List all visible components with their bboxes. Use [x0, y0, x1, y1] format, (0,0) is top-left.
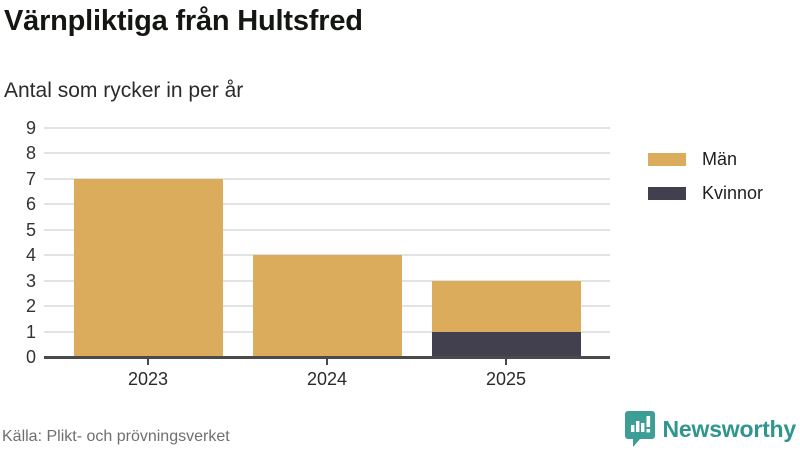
y-tick-label-6: 6	[25, 194, 36, 215]
source-attribution: Källa: Plikt- och prövningsverket	[2, 428, 230, 445]
x-tick-2023	[147, 359, 149, 365]
bar-män-2025	[431, 280, 581, 332]
x-tick-label-2024: 2024	[306, 369, 348, 389]
y-tick-label-5: 5	[25, 219, 36, 240]
gridline-y9	[44, 127, 610, 129]
x-axis-line	[44, 356, 610, 359]
y-tick-label-2: 2	[25, 296, 36, 317]
gridline-y7	[44, 177, 610, 180]
legend-item-kvinnor: Kvinnor	[648, 183, 763, 204]
chart-subtitle: Antal som rycker in per år	[4, 79, 244, 102]
y-tick-label-8: 8	[25, 143, 36, 164]
y-tick-label-0: 0	[25, 347, 36, 367]
y-tick-label-7: 7	[25, 168, 36, 189]
gridline-y8	[44, 152, 610, 155]
chart-title: Värnpliktiga från Hultsfred	[4, 5, 363, 37]
brand-name: Newsworthy	[662, 415, 797, 442]
newsworthy-chart-bubble-icon	[624, 411, 655, 447]
y-tick-label-9: 9	[25, 118, 36, 138]
legend-label-man: Män	[702, 149, 738, 169]
y-tick-label-1: 1	[25, 321, 36, 342]
legend: Män Kvinnor	[648, 149, 763, 217]
brand-logo: Newsworthy	[624, 410, 797, 448]
x-tick-2025	[505, 359, 507, 365]
legend-swatch-kvinnor	[648, 187, 686, 200]
bar-män-2024	[252, 255, 402, 357]
bar-män-2023	[73, 178, 223, 357]
x-tick-label-2023: 2023	[127, 369, 169, 389]
bar-kvinnor-2025	[431, 331, 581, 357]
legend-item-man: Män	[648, 149, 763, 170]
y-tick-label-4: 4	[25, 245, 36, 266]
gridline-y5	[44, 228, 610, 231]
x-tick-2024	[326, 359, 328, 365]
gridline-y6	[44, 203, 610, 206]
y-tick-label-3: 3	[25, 270, 36, 291]
legend-label-kvinnor: Kvinnor	[702, 183, 764, 203]
legend-swatch-man	[648, 153, 686, 166]
x-tick-label-2025: 2025	[485, 369, 527, 389]
